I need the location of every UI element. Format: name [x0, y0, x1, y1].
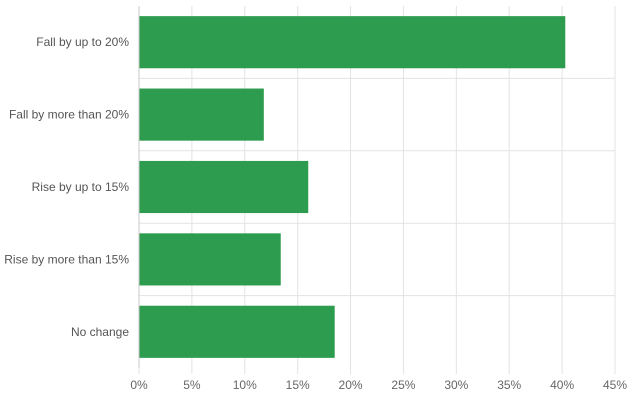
x-tick-label: 45% [603, 378, 627, 392]
bar [139, 305, 335, 358]
x-tick-label: 15% [286, 378, 310, 392]
category-label: Rise by more than 15% [4, 252, 129, 266]
category-label: Fall by up to 20% [36, 35, 129, 49]
category-label: Fall by more than 20% [9, 108, 129, 122]
category-label: Rise by up to 15% [32, 180, 130, 194]
x-tick-label: 5% [183, 378, 201, 392]
x-tick-label: 10% [233, 378, 257, 392]
x-tick-label: 35% [497, 378, 521, 392]
bar [139, 233, 281, 286]
category-label: No change [71, 325, 129, 339]
bars [139, 16, 566, 358]
x-tick-label: 0% [130, 378, 148, 392]
x-tick-label: 20% [339, 378, 363, 392]
x-tick-label: 40% [550, 378, 574, 392]
x-tick-label: 30% [444, 378, 468, 392]
x-tick-label: 25% [391, 378, 415, 392]
bar [139, 160, 309, 214]
bar [139, 88, 264, 141]
category-labels: Fall by up to 20% Fall by more than 20% Ri… [4, 35, 129, 339]
x-tick-labels: 0% 5% 10% 15% 20% 25% 30% 35% 40% 45% [130, 378, 627, 392]
bar [139, 16, 566, 69]
